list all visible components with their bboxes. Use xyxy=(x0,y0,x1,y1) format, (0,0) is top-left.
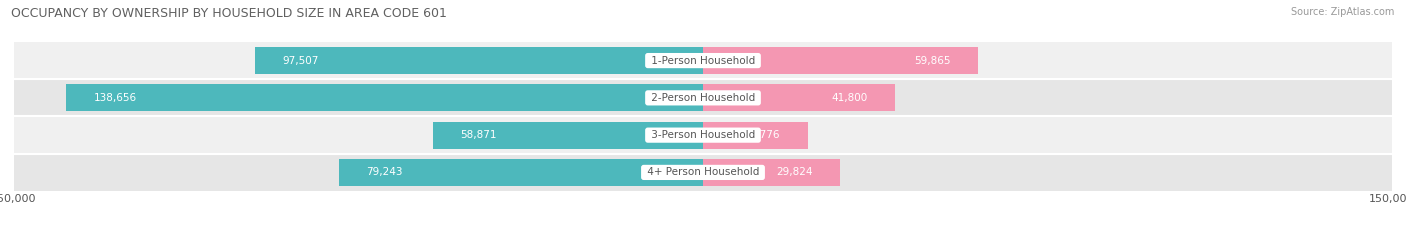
Text: 4+ Person Household: 4+ Person Household xyxy=(644,168,762,177)
Bar xyxy=(703,84,896,111)
Text: 2-Person Household: 2-Person Household xyxy=(648,93,758,103)
Bar xyxy=(14,154,1392,191)
Text: 41,800: 41,800 xyxy=(831,93,868,103)
Text: 97,507: 97,507 xyxy=(283,56,319,65)
Bar xyxy=(703,159,839,186)
Bar xyxy=(339,159,703,186)
Text: 29,824: 29,824 xyxy=(776,168,813,177)
Text: Source: ZipAtlas.com: Source: ZipAtlas.com xyxy=(1291,7,1395,17)
Text: 79,243: 79,243 xyxy=(367,168,404,177)
Bar xyxy=(14,42,1392,79)
Bar xyxy=(14,79,1392,116)
Bar xyxy=(703,122,807,149)
Bar xyxy=(703,47,979,74)
Bar xyxy=(66,84,703,111)
Text: OCCUPANCY BY OWNERSHIP BY HOUSEHOLD SIZE IN AREA CODE 601: OCCUPANCY BY OWNERSHIP BY HOUSEHOLD SIZE… xyxy=(11,7,447,20)
Bar xyxy=(254,47,703,74)
Text: 22,776: 22,776 xyxy=(744,130,780,140)
Text: 1-Person Household: 1-Person Household xyxy=(648,56,758,65)
Text: 58,871: 58,871 xyxy=(460,130,496,140)
Text: 3-Person Household: 3-Person Household xyxy=(648,130,758,140)
Text: 59,865: 59,865 xyxy=(914,56,950,65)
Text: 138,656: 138,656 xyxy=(94,93,136,103)
Bar xyxy=(433,122,703,149)
Bar xyxy=(14,116,1392,154)
